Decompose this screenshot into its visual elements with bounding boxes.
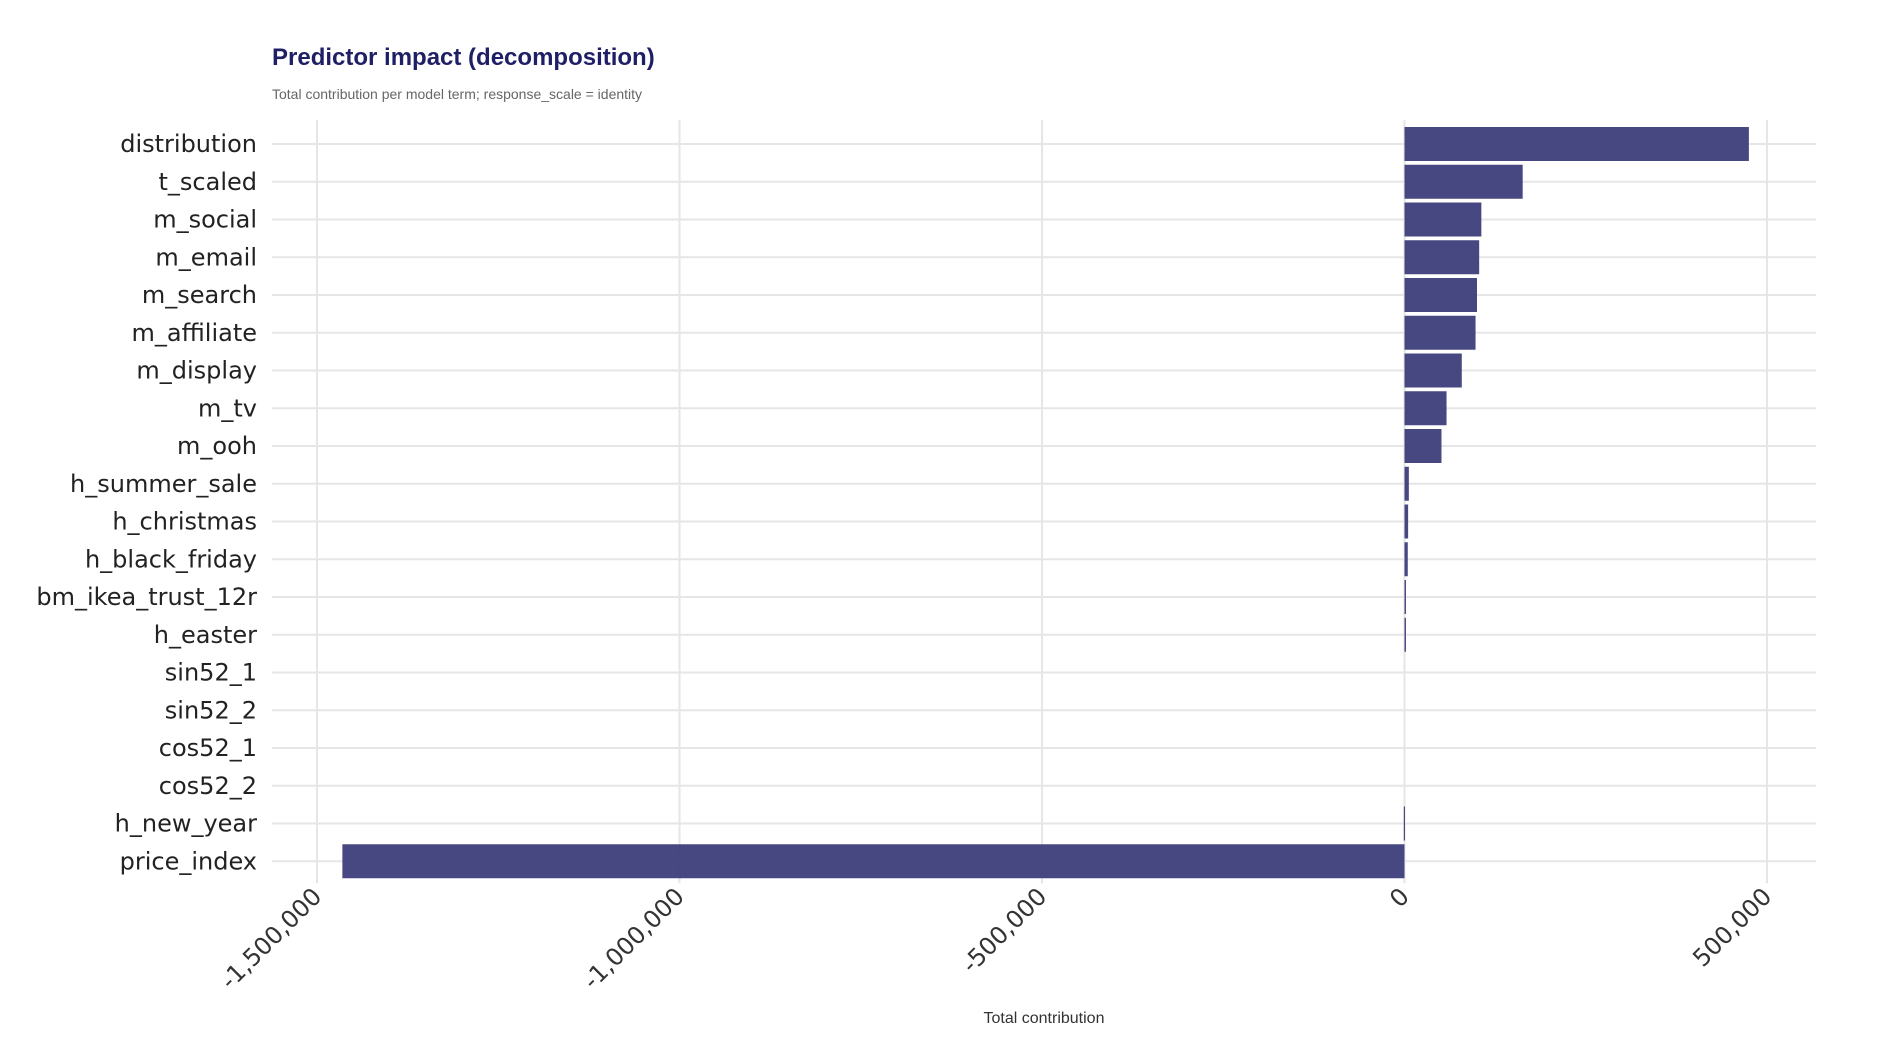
x-tick-labels: -1,500,000 -1,000,000 -500,000 0 500,000 bbox=[215, 882, 1777, 994]
y-tick-label: m_display bbox=[136, 357, 257, 385]
y-tick-label: cos52_1 bbox=[159, 734, 257, 762]
y-tick-label: h_easter bbox=[154, 621, 257, 649]
bar bbox=[1404, 542, 1408, 577]
bar bbox=[1404, 429, 1442, 463]
bar bbox=[1404, 391, 1447, 426]
bar bbox=[1404, 580, 1406, 614]
x-axis-label: Total contribution bbox=[984, 1010, 1105, 1027]
y-tick-label: h_christmas bbox=[112, 508, 257, 536]
y-tick-label: m_search bbox=[142, 281, 257, 309]
bar bbox=[1404, 504, 1409, 539]
y-tick-label: m_tv bbox=[198, 394, 257, 422]
bar bbox=[1404, 353, 1462, 388]
chart-subtitle: Total contribution per model term; respo… bbox=[272, 86, 642, 102]
y-tick-label: cos52_2 bbox=[159, 772, 257, 800]
grid-lines bbox=[272, 120, 1816, 884]
y-tick-label: price_index bbox=[120, 847, 257, 875]
bar bbox=[1404, 240, 1480, 275]
bar bbox=[1404, 617, 1406, 652]
y-tick-label: t_scaled bbox=[159, 168, 257, 196]
y-tick-label: h_black_friday bbox=[85, 545, 257, 573]
y-tick-label: h_new_year bbox=[115, 810, 257, 838]
y-tick-label: sin52_2 bbox=[165, 696, 257, 724]
bar bbox=[1404, 127, 1749, 161]
y-tick-label: m_ooh bbox=[177, 432, 257, 460]
x-tick-label: -1,500,000 bbox=[215, 882, 327, 994]
bar bbox=[1404, 315, 1476, 350]
x-tick-label: 0 bbox=[1384, 882, 1415, 913]
bar bbox=[1404, 202, 1482, 237]
bar bbox=[342, 844, 1405, 879]
bars bbox=[342, 127, 1749, 879]
y-tick-label: m_email bbox=[155, 243, 257, 271]
chart-title: Predictor impact (decomposition) bbox=[272, 44, 655, 71]
y-tick-label: bm_ikea_trust_12r bbox=[36, 583, 257, 611]
bar bbox=[1404, 164, 1523, 199]
y-tick-label: h_summer_sale bbox=[70, 470, 257, 498]
x-tick-label: -500,000 bbox=[956, 882, 1052, 978]
bar bbox=[1404, 278, 1477, 312]
x-tick-label: 500,000 bbox=[1687, 882, 1777, 972]
bar bbox=[1403, 806, 1405, 841]
y-tick-label: m_social bbox=[153, 206, 257, 234]
y-tick-label: distribution bbox=[120, 130, 257, 158]
x-tick-label: -1,000,000 bbox=[577, 882, 689, 994]
bar bbox=[1404, 466, 1409, 501]
y-tick-label: sin52_1 bbox=[165, 659, 257, 687]
y-tick-label: m_affiliate bbox=[131, 319, 257, 347]
y-tick-labels: distribution t_scaled m_social m_email m_sea… bbox=[36, 130, 257, 875]
